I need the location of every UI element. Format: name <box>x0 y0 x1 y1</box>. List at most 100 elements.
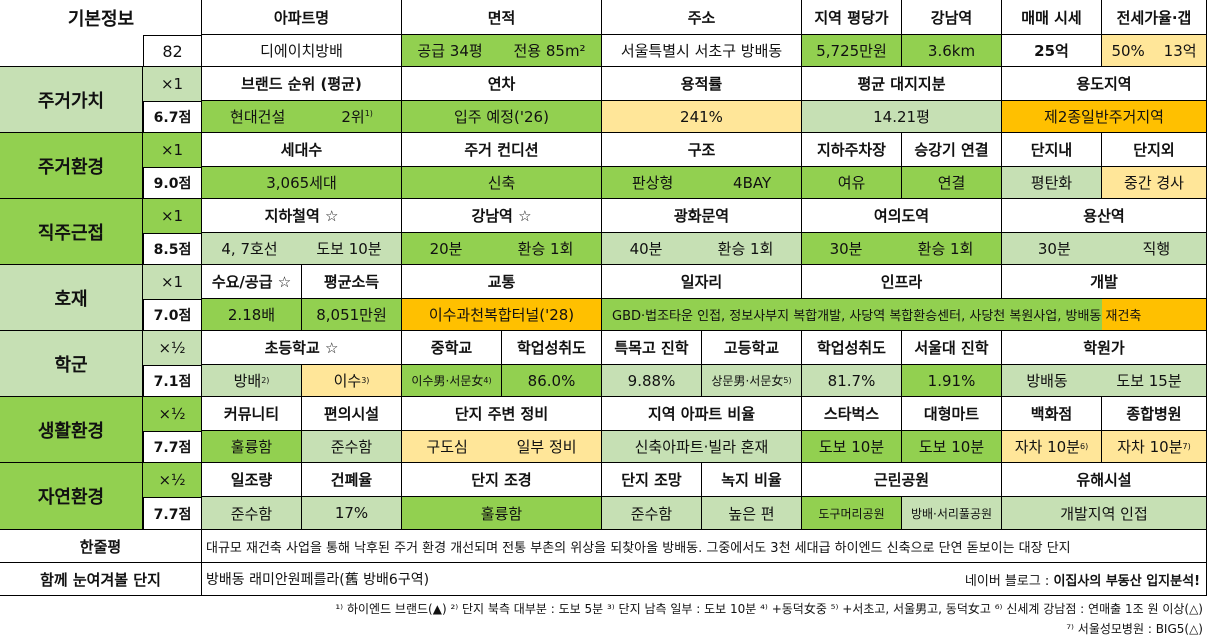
header-address: 주소 <box>602 0 802 35</box>
weight-nature-env: ×½ <box>143 463 202 497</box>
footnote-line-1: ¹⁾ 하이엔드 브랜드(▲) ²⁾ 단지 북측 대부분 : 도보 5분 ³⁾ 단… <box>335 602 1203 616</box>
mart-value: 도보 10분 <box>902 431 1002 463</box>
header-bcr: 건폐율 <box>302 463 402 497</box>
subway-walk: 도보 10분 <box>316 240 382 258</box>
score-residential-value: 6.7점 <box>143 101 202 133</box>
gangnam-distance-value: 3.6km <box>902 35 1002 67</box>
header-starbucks: 스타벅스 <box>802 397 902 431</box>
households-value: 3,065세대 <box>202 167 402 199</box>
apt-name-value: 디에이치방배 <box>202 35 402 67</box>
total-score: 82 <box>143 35 202 67</box>
header-landscape: 단지 조경 <box>402 463 602 497</box>
header-community: 커뮤니티 <box>202 397 302 431</box>
yeouido-value: 30분 환승 1회 <box>802 233 1002 265</box>
header-area: 면적 <box>402 0 602 35</box>
header-outside: 단지외 <box>1102 133 1207 167</box>
maintenance: 일부 정비 <box>516 438 577 456</box>
category-school: 학군 <box>0 331 143 397</box>
structure-type: 판상형 <box>631 174 674 192</box>
header-traffic: 교통 <box>402 265 602 299</box>
elementary-1-value: 방배 2) <box>202 365 302 397</box>
score-commute: 8.5점 <box>143 233 202 265</box>
sunlight-value: 준수함 <box>202 497 302 530</box>
supply-demand-value: 2.18배 <box>202 299 302 331</box>
starbucks-value: 도보 10분 <box>802 431 902 463</box>
compare-text: 방배동 래미안원페를라(舊 방배6구역) <box>206 572 430 588</box>
blog-credit: 네이버 블로그 : 이집사의 부동산 입지분석! <box>964 573 1200 589</box>
surroundings-value: 구도심 일부 정비 <box>402 431 602 463</box>
yongsan-value: 30분 직행 <box>1002 233 1207 265</box>
jeonse-rate: 50% <box>1111 41 1145 60</box>
zone-value: 제2종일반주거지역 <box>1002 101 1207 133</box>
header-park: 근린공원 <box>802 463 1002 497</box>
header-surroundings: 단지 주변 정비 <box>402 397 602 431</box>
yeouido-time: 30분 <box>829 240 863 258</box>
weight-residential-env: ×1 <box>143 133 202 167</box>
header-parking: 지하주차장 <box>802 133 902 167</box>
header-dev: 개발 <box>1002 265 1207 299</box>
header-high-score: 학업성취도 <box>802 331 902 365</box>
footnote-line-2: ⁷⁾ 서울성모병원 : BIG5(△) <box>1066 622 1203 636</box>
weight-development: ×1 <box>143 265 202 299</box>
condition-value: 신축 <box>402 167 602 199</box>
category-basic: 기본정보 <box>67 8 135 30</box>
age-value: 입주 예정('26) <box>402 101 602 133</box>
header-elementary: 초등학교 ☆ <box>202 331 402 365</box>
weight-living-env: ×½ <box>143 397 202 431</box>
header-middle: 중학교 <box>402 331 502 365</box>
header-convenience: 편의시설 <box>302 397 402 431</box>
header-gangnam: 강남역 ☆ <box>402 199 602 233</box>
header-hazard: 유해시설 <box>1002 463 1207 497</box>
brand-rank-value: 현대건설 2위1) <box>202 101 402 133</box>
sale-price-value: 25억 <box>1002 35 1102 67</box>
area-status: 구도심 <box>426 438 468 456</box>
brand-rank: 2위1) <box>341 108 373 126</box>
header-sunlight: 일조량 <box>202 463 302 497</box>
score-nature-env: 7.7점 <box>143 497 202 530</box>
header-yeouido: 여의도역 <box>802 199 1002 233</box>
header-price-per-pyeong: 지역 평당가 <box>802 0 902 35</box>
header-infra: 인프라 <box>802 265 1002 299</box>
income-value: 8,051만원 <box>302 299 402 331</box>
category-residential-env: 주거환경 <box>0 133 143 199</box>
blog-name: 이집사의 부동산 입지분석! <box>1053 573 1200 589</box>
header-apt-ratio: 지역 아파트 비율 <box>602 397 802 431</box>
header-jobs: 일자리 <box>602 265 802 299</box>
price-per-pyeong-value: 5,725만원 <box>802 35 902 67</box>
score-development: 7.0점 <box>143 299 202 331</box>
header-land-share: 평균 대지지분 <box>802 67 1002 101</box>
header-view: 단지 조망 <box>602 463 702 497</box>
convenience-value: 준수함 <box>302 431 402 463</box>
header-mart: 대형마트 <box>902 397 1002 431</box>
score-residential-env: 9.0점 <box>143 167 202 199</box>
area-supply: 공급 34평 <box>417 42 483 60</box>
academy-value: 방배동 도보 15분 <box>1002 365 1207 397</box>
high-value: 상문男·서문女 5) <box>702 365 802 397</box>
land-share-value: 14.21평 <box>802 101 1002 133</box>
jobs-infra-dev-value: GBD·법조타운 인접, 정보사부지 복합개발, 사당역 복합환승센터, 사당천… <box>602 299 1207 331</box>
gap-amount: 13억 <box>1163 42 1197 60</box>
dept-store-value: 자차 10분 6) <box>1002 431 1102 463</box>
structure-bay: 4BAY <box>733 173 772 192</box>
header-households: 세대수 <box>202 133 402 167</box>
park-1-value: 도구머리공원 <box>802 497 902 530</box>
academy-walk: 도보 15분 <box>1116 372 1182 390</box>
header-jeonse-gap: 전세가율·갭 <box>1102 0 1207 35</box>
gwanghwamun-time: 40분 <box>629 240 663 258</box>
header-sale-price: 매매 시세 <box>1002 0 1102 35</box>
parking-value: 여유 <box>802 167 902 199</box>
weight-residential-value: ×1 <box>143 67 202 101</box>
area-value: 공급 34평 전용 85m² <box>402 35 602 67</box>
traffic-value: 이수과천복합터널('28) <box>402 299 602 331</box>
header-zone: 용도지역 <box>1002 67 1207 101</box>
category-development: 호재 <box>0 265 143 331</box>
far-value: 241% <box>602 101 802 133</box>
header-academy: 학원가 <box>1002 331 1207 365</box>
header-gwanghwamun: 광화문역 <box>602 199 802 233</box>
middle-value: 이수男·서문女 4) <box>402 365 502 397</box>
address-value: 서울특별시 서초구 방배동 <box>602 35 802 67</box>
inside-value: 평탄화 <box>1002 167 1102 199</box>
gwanghwamun-transfer: 환승 1회 <box>717 240 774 258</box>
hospital-value: 자차 10분 7) <box>1102 431 1207 463</box>
gangnam-commute-value: 20분 환승 1회 <box>402 233 602 265</box>
